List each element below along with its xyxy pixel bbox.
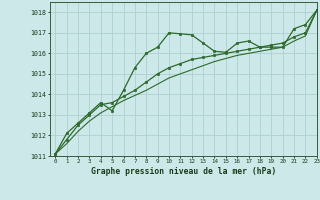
X-axis label: Graphe pression niveau de la mer (hPa): Graphe pression niveau de la mer (hPa) bbox=[91, 167, 276, 176]
